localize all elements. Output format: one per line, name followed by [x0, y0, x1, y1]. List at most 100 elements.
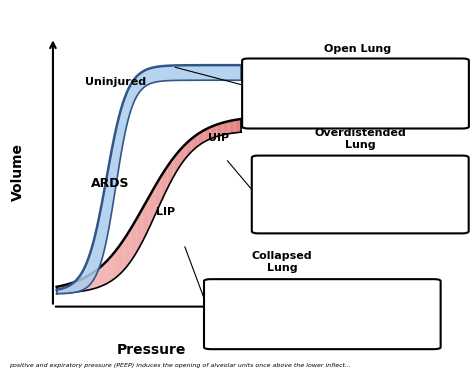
Ellipse shape: [266, 184, 287, 192]
Ellipse shape: [309, 289, 391, 302]
Ellipse shape: [238, 285, 265, 291]
Ellipse shape: [329, 83, 353, 91]
Bar: [356, 159, 460, 230]
Ellipse shape: [238, 91, 293, 101]
Text: positive and expiratory pressure (PEEP) induces the opening of alveolar units on: positive and expiratory pressure (PEEP) …: [9, 364, 352, 368]
Ellipse shape: [392, 190, 416, 199]
Ellipse shape: [319, 191, 349, 199]
Polygon shape: [131, 220, 136, 261]
Polygon shape: [180, 144, 186, 166]
Ellipse shape: [255, 337, 272, 341]
Ellipse shape: [293, 288, 304, 292]
Ellipse shape: [360, 179, 448, 210]
Ellipse shape: [463, 83, 474, 91]
Ellipse shape: [337, 197, 425, 229]
Bar: [213, 282, 318, 346]
Polygon shape: [229, 120, 235, 134]
Ellipse shape: [246, 314, 260, 318]
Ellipse shape: [355, 107, 378, 115]
Ellipse shape: [294, 220, 319, 228]
Ellipse shape: [297, 68, 328, 81]
Bar: [318, 282, 431, 346]
Ellipse shape: [382, 327, 418, 334]
Ellipse shape: [211, 309, 225, 313]
Ellipse shape: [267, 187, 287, 200]
Polygon shape: [168, 158, 173, 188]
Polygon shape: [143, 197, 149, 240]
Polygon shape: [162, 166, 167, 200]
Polygon shape: [173, 150, 180, 177]
Ellipse shape: [329, 99, 403, 123]
Ellipse shape: [383, 160, 471, 191]
Ellipse shape: [258, 66, 290, 79]
Ellipse shape: [312, 67, 345, 75]
Text: ARDS: ARDS: [91, 177, 129, 190]
Polygon shape: [137, 208, 143, 252]
Polygon shape: [125, 230, 130, 269]
Ellipse shape: [266, 182, 327, 225]
Ellipse shape: [216, 331, 228, 334]
Ellipse shape: [273, 314, 293, 317]
Ellipse shape: [371, 60, 445, 83]
Polygon shape: [235, 119, 241, 133]
Bar: [260, 159, 356, 230]
Polygon shape: [106, 256, 112, 284]
Ellipse shape: [370, 209, 392, 217]
Ellipse shape: [309, 324, 391, 337]
Text: LIP: LIP: [156, 207, 175, 217]
Ellipse shape: [337, 160, 425, 191]
Ellipse shape: [370, 172, 392, 180]
Ellipse shape: [331, 292, 368, 299]
Ellipse shape: [259, 295, 273, 299]
Text: Uninjured: Uninjured: [85, 77, 146, 87]
Ellipse shape: [310, 86, 359, 97]
Ellipse shape: [359, 306, 441, 319]
Polygon shape: [56, 65, 241, 294]
Polygon shape: [118, 239, 124, 276]
Ellipse shape: [359, 324, 441, 337]
Ellipse shape: [248, 290, 268, 294]
Ellipse shape: [235, 315, 248, 319]
Polygon shape: [112, 248, 118, 280]
FancyBboxPatch shape: [252, 156, 469, 233]
Ellipse shape: [437, 107, 461, 115]
Text: Collapsed
Lung: Collapsed Lung: [252, 251, 312, 273]
Ellipse shape: [295, 328, 317, 333]
Ellipse shape: [382, 309, 418, 316]
Polygon shape: [192, 134, 198, 151]
Polygon shape: [155, 176, 161, 215]
Polygon shape: [205, 127, 210, 142]
Ellipse shape: [215, 316, 225, 320]
Polygon shape: [223, 121, 229, 135]
Ellipse shape: [302, 61, 341, 73]
FancyBboxPatch shape: [242, 58, 469, 129]
Polygon shape: [186, 139, 191, 157]
Polygon shape: [198, 130, 204, 146]
Polygon shape: [56, 119, 241, 293]
Polygon shape: [210, 125, 216, 139]
Polygon shape: [217, 123, 223, 137]
Bar: [351, 61, 460, 126]
Ellipse shape: [292, 292, 308, 295]
Bar: [251, 61, 351, 126]
Ellipse shape: [331, 327, 368, 334]
Ellipse shape: [260, 299, 274, 304]
Ellipse shape: [304, 75, 378, 98]
Ellipse shape: [331, 309, 368, 316]
Ellipse shape: [359, 289, 441, 302]
FancyBboxPatch shape: [204, 279, 441, 349]
Ellipse shape: [233, 301, 250, 304]
Ellipse shape: [416, 172, 438, 180]
Ellipse shape: [271, 297, 292, 302]
Ellipse shape: [276, 76, 306, 86]
Ellipse shape: [318, 73, 356, 86]
Ellipse shape: [309, 306, 391, 319]
Ellipse shape: [412, 99, 474, 123]
Ellipse shape: [265, 325, 287, 330]
Ellipse shape: [274, 86, 308, 95]
Ellipse shape: [383, 197, 471, 229]
Text: Pressure: Pressure: [117, 343, 186, 356]
Ellipse shape: [255, 67, 288, 77]
Ellipse shape: [269, 85, 310, 98]
Ellipse shape: [382, 292, 418, 299]
